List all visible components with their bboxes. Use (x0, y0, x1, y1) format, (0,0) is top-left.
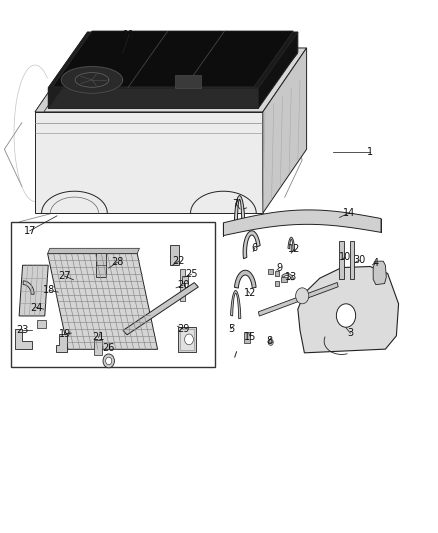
Bar (178, 327, 196, 352)
Bar (170, 245, 179, 265)
Polygon shape (258, 32, 298, 108)
Polygon shape (44, 53, 298, 107)
Bar (95, 340, 102, 355)
Text: 6: 6 (252, 243, 258, 253)
Text: 11: 11 (123, 30, 135, 39)
Text: 17: 17 (24, 226, 36, 236)
Polygon shape (234, 270, 256, 288)
Polygon shape (243, 231, 260, 259)
Text: 14: 14 (343, 208, 355, 218)
Text: 13: 13 (285, 272, 297, 282)
Text: 20: 20 (177, 280, 189, 290)
Polygon shape (223, 210, 381, 236)
Bar (96, 253, 106, 277)
Text: 27: 27 (59, 271, 71, 281)
Polygon shape (234, 196, 245, 222)
Circle shape (296, 288, 309, 304)
Bar (350, 241, 354, 279)
Polygon shape (123, 282, 198, 335)
Polygon shape (298, 266, 399, 353)
Polygon shape (48, 32, 298, 88)
Text: 18: 18 (43, 286, 56, 295)
Bar (182, 276, 188, 282)
Text: 1: 1 (367, 147, 373, 157)
Text: 15: 15 (244, 332, 257, 342)
Text: 9: 9 (276, 263, 283, 272)
Bar (180, 270, 185, 302)
Text: 25: 25 (185, 270, 198, 279)
Bar (180, 329, 194, 350)
Text: 8: 8 (266, 336, 272, 346)
Polygon shape (56, 334, 67, 352)
Circle shape (336, 304, 356, 327)
Text: 22: 22 (173, 256, 185, 266)
Polygon shape (48, 32, 88, 108)
Circle shape (103, 354, 114, 368)
Polygon shape (288, 237, 295, 251)
Text: 23: 23 (17, 326, 29, 335)
Polygon shape (53, 31, 293, 87)
Polygon shape (48, 88, 258, 108)
Polygon shape (258, 282, 338, 316)
Bar (268, 269, 273, 274)
Polygon shape (263, 48, 307, 213)
Text: 4: 4 (373, 258, 379, 268)
Bar (175, 75, 201, 88)
Text: 7: 7 (233, 199, 239, 208)
Circle shape (106, 357, 112, 365)
Polygon shape (48, 248, 139, 254)
Bar (37, 320, 46, 328)
Polygon shape (23, 281, 34, 294)
Text: 29: 29 (177, 324, 189, 334)
Bar (281, 277, 287, 282)
Text: 28: 28 (111, 257, 124, 267)
Polygon shape (282, 273, 293, 280)
Bar (275, 271, 279, 276)
Text: 12: 12 (244, 288, 256, 298)
Text: 3: 3 (347, 328, 353, 338)
Text: 12: 12 (288, 244, 300, 254)
Circle shape (268, 339, 273, 345)
Text: 30: 30 (353, 255, 365, 265)
Polygon shape (48, 254, 158, 349)
Polygon shape (373, 261, 386, 285)
Polygon shape (35, 48, 88, 112)
Text: 10: 10 (339, 253, 351, 262)
Bar (244, 332, 250, 343)
Bar (275, 281, 279, 286)
Polygon shape (15, 329, 32, 349)
Bar (11, 222, 215, 367)
Circle shape (184, 334, 193, 345)
Text: 5: 5 (228, 324, 234, 334)
Text: 26: 26 (102, 343, 115, 352)
Text: 24: 24 (30, 303, 42, 312)
Polygon shape (61, 67, 123, 93)
Polygon shape (230, 290, 241, 319)
Polygon shape (19, 265, 48, 316)
Text: 19: 19 (59, 329, 71, 339)
Polygon shape (35, 48, 307, 112)
Bar (339, 241, 344, 279)
Polygon shape (35, 112, 263, 213)
Text: 21: 21 (92, 333, 105, 342)
